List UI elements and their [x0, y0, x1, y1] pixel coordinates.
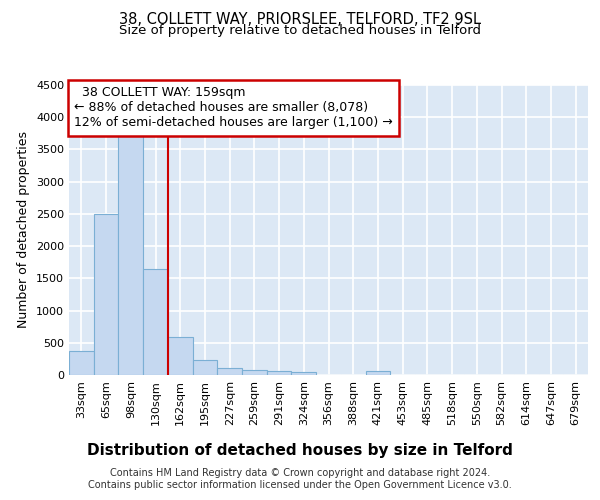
Y-axis label: Number of detached properties: Number of detached properties [17, 132, 31, 328]
Bar [118, 134, 143, 375]
Bar [217, 368, 242, 375]
Bar [292, 372, 316, 375]
Bar [242, 370, 267, 375]
Bar [365, 371, 390, 375]
Bar [193, 360, 217, 375]
Text: Contains public sector information licensed under the Open Government Licence v3: Contains public sector information licen… [88, 480, 512, 490]
Bar [168, 337, 193, 375]
Bar [69, 351, 94, 375]
Text: 38, COLLETT WAY, PRIORSLEE, TELFORD, TF2 9SL: 38, COLLETT WAY, PRIORSLEE, TELFORD, TF2… [119, 12, 481, 28]
Text: Contains HM Land Registry data © Crown copyright and database right 2024.: Contains HM Land Registry data © Crown c… [110, 468, 490, 477]
Text: Size of property relative to detached houses in Telford: Size of property relative to detached ho… [119, 24, 481, 37]
Bar [143, 268, 168, 375]
Bar [267, 372, 292, 375]
Bar [94, 214, 118, 375]
Text: 38 COLLETT WAY: 159sqm
← 88% of detached houses are smaller (8,078)
12% of semi-: 38 COLLETT WAY: 159sqm ← 88% of detached… [74, 86, 393, 130]
Text: Distribution of detached houses by size in Telford: Distribution of detached houses by size … [87, 442, 513, 458]
